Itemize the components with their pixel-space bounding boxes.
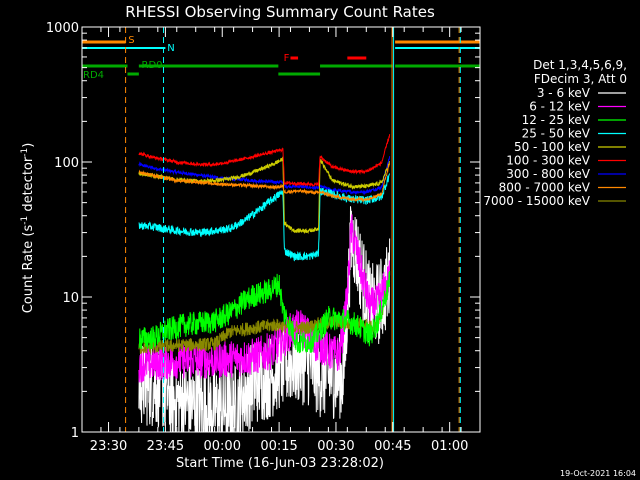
x-tick-label: 00:30 (317, 439, 354, 454)
flag-label: RD0 (142, 60, 163, 71)
series-line (138, 270, 391, 354)
x-tick-label: 00:15 (260, 439, 297, 454)
plot-frame (81, 26, 481, 433)
y-tick-label: 100 (54, 156, 79, 171)
legend-label: 100 - 300 keV (506, 154, 590, 168)
flag-label: F (284, 53, 290, 64)
footer-date: 19-Oct-2021 16:04 (560, 469, 636, 478)
legend-label: 6 - 12 keV (529, 100, 591, 114)
flag-label: S (128, 35, 134, 46)
legend-header-1: Det 1,3,4,5,6,9, (533, 58, 627, 72)
legend-label: 300 - 800 keV (506, 167, 590, 181)
legend-label: 12 - 25 keV (522, 113, 591, 127)
x-axis-label: Start Time (16-Jun-03 23:28:02) (176, 456, 384, 471)
plot-area (138, 134, 391, 432)
legend-label: 800 - 7000 keV (499, 181, 591, 195)
series-line (138, 214, 391, 383)
series-line (138, 280, 391, 354)
flag-label: RD4 (83, 70, 104, 81)
legend-label: 3 - 6 keV (537, 86, 591, 100)
axes (81, 26, 481, 433)
y-axis-label: Count Rate (s-1 detector-1) (20, 143, 36, 314)
series-group (138, 134, 391, 432)
legend-label: 7000 - 15000 keV (483, 194, 590, 208)
y-tick-label: 10 (62, 291, 79, 306)
legend-label: 25 - 50 keV (522, 127, 591, 141)
y-axis-label-tail: detector (21, 156, 36, 216)
chart-title: RHESSI Observing Summary Count Rates (125, 3, 435, 21)
x-tick-label: 01:00 (431, 439, 468, 454)
series-line (138, 163, 391, 203)
y-tick-label: 1 (71, 426, 79, 441)
legend-header-2: FDecim 3, Att 0 (534, 72, 627, 86)
y-axis-label-sup2: -1 (20, 148, 30, 157)
series-line (138, 134, 391, 187)
series-line (138, 156, 391, 196)
x-tick-label: 23:30 (90, 439, 127, 454)
x-tick-label: 23:45 (147, 439, 184, 454)
flag-bars: S N F RD0 RD4 (82, 27, 480, 432)
y-tick-label: 1000 (46, 21, 79, 36)
legend-label: 50 - 100 keV (514, 140, 591, 154)
flag-label: N (167, 43, 174, 54)
x-tick-label: 00:45 (374, 439, 411, 454)
series-line (138, 156, 391, 235)
y-axis-label-main: Count Rate (s (21, 225, 36, 314)
y-axis-label-sup: -1 (20, 216, 30, 225)
y-ticks: 1 10 100 1000 (46, 21, 480, 441)
x-tick-label: 00:00 (204, 439, 241, 454)
y-axis-label-close: ) (21, 143, 36, 148)
legend: Det 1,3,4,5,6,9, FDecim 3, Att 0 3 - 6 k… (483, 58, 627, 208)
x-ticks: 23:30 23:45 00:00 00:15 00:30 00:45 01:00 (81, 27, 481, 454)
